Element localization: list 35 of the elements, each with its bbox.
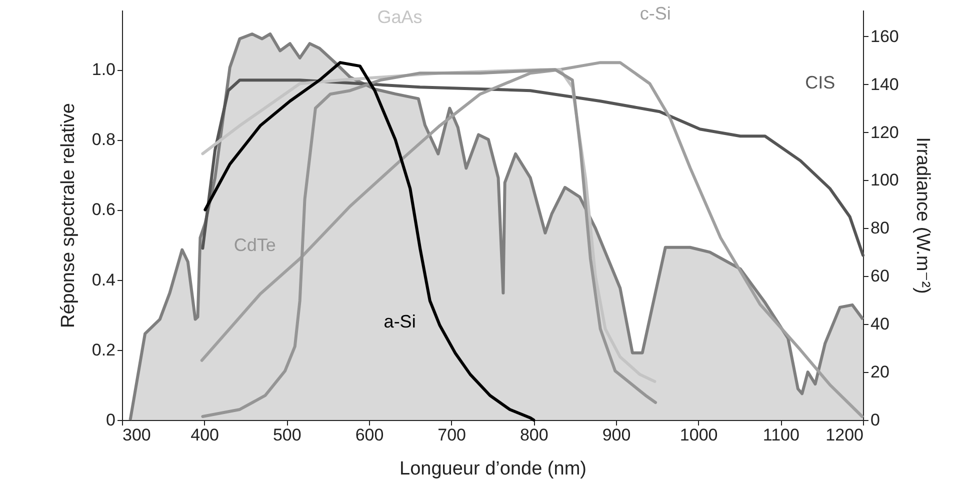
y-tick-label: 0.4	[92, 270, 116, 290]
x-tick-label: 1000	[680, 426, 718, 444]
x-tick-label: 1200	[826, 426, 864, 444]
y2-tick-label: 140	[870, 74, 899, 94]
x-tick-label: 900	[602, 426, 631, 444]
text: CIS	[805, 72, 836, 93]
x-tick-label: 400	[190, 426, 220, 444]
x-axis-title: Longueur d’onde (nm)	[400, 458, 586, 480]
y2-tick-label: 40	[870, 314, 890, 334]
y2-tick-label: 20	[870, 362, 890, 382]
y2-tick-label: 0	[870, 410, 880, 430]
y2-tick-label: 60	[870, 266, 890, 286]
text: c-Si	[640, 4, 671, 24]
y2-axis-title: Irradiance (W.m⁻²)	[912, 137, 933, 294]
y-tick-label: 0	[106, 410, 116, 430]
y2-tick-label: 80	[870, 218, 890, 238]
y-tick-label: 1.0	[92, 60, 116, 80]
y2-tick-label: 100	[870, 170, 899, 190]
x-tick-label: 800	[520, 426, 548, 444]
text: GaAs	[377, 7, 422, 28]
x-tick-label: 700	[438, 426, 466, 444]
y-axis-title: Réponse spectrale relative	[58, 103, 79, 328]
x-tick-label: 300	[122, 426, 151, 444]
line-series	[204, 61, 536, 422]
series-label: a-Si	[384, 311, 416, 332]
x-tick-label: 1100	[762, 426, 800, 444]
y-tick-label: 0.6	[92, 200, 116, 220]
y-tick-label: 0.8	[92, 130, 116, 150]
line-series	[200, 61, 864, 418]
x-tick-label: 500	[272, 426, 302, 444]
series-label: CdTe	[234, 234, 276, 255]
y-tick-label: 0.2	[92, 340, 116, 360]
x-tick-label: 600	[355, 426, 384, 444]
y2-tick-label: 120	[870, 122, 899, 142]
y2-tick-label: 160	[870, 26, 899, 46]
